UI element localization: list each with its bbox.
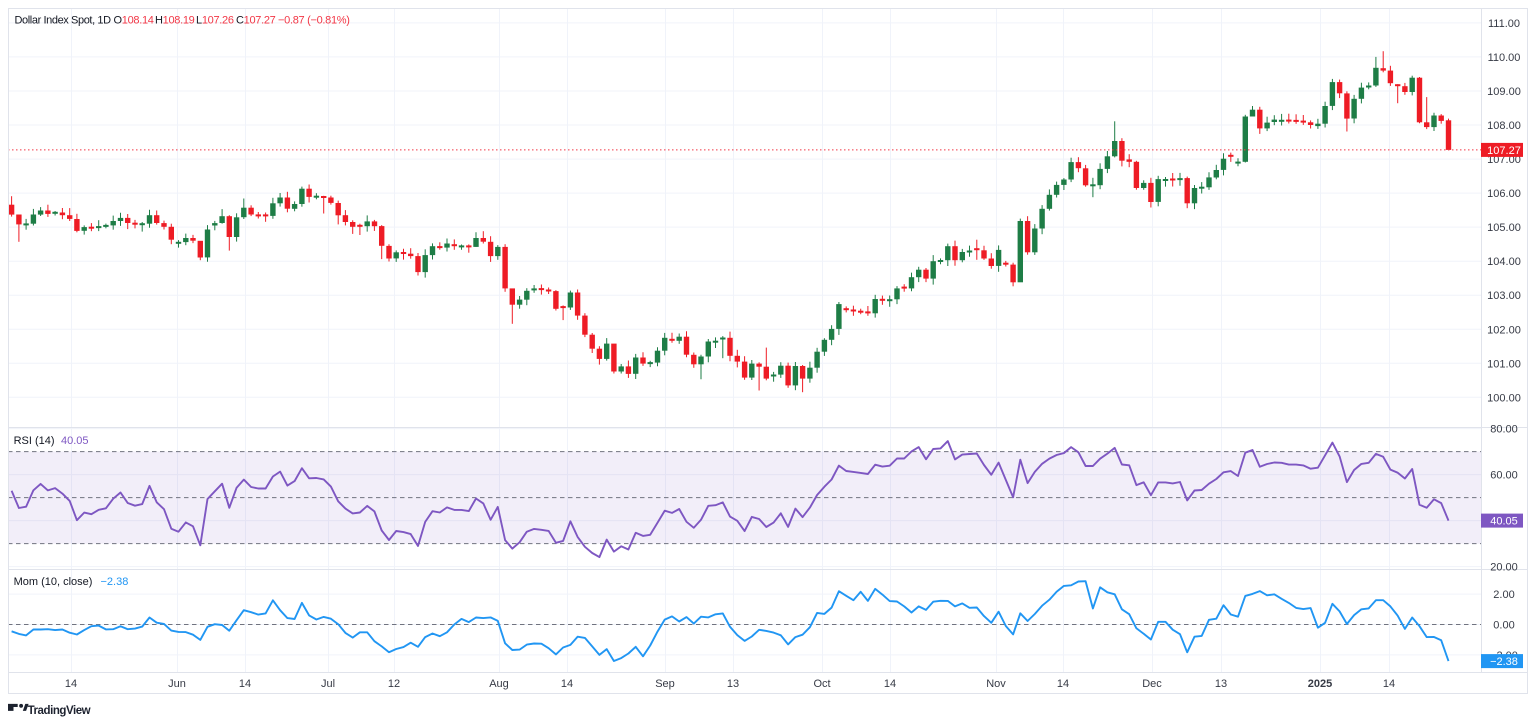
- svg-text:14: 14: [884, 678, 896, 690]
- svg-text:60.00: 60.00: [1490, 470, 1518, 482]
- svg-text:108.00: 108.00: [1487, 120, 1521, 132]
- svg-text:110.00: 110.00: [1488, 52, 1521, 64]
- svg-text:TradingView: TradingView: [28, 705, 91, 717]
- svg-text:106.00: 106.00: [1487, 188, 1521, 200]
- svg-text:Jun: Jun: [168, 678, 186, 690]
- svg-text:13: 13: [1215, 678, 1227, 690]
- svg-text:RSI (14): RSI (14): [14, 435, 55, 447]
- svg-text:100.00: 100.00: [1487, 392, 1521, 404]
- svg-text:13: 13: [727, 678, 739, 690]
- svg-text:105.00: 105.00: [1487, 222, 1521, 234]
- svg-text:111.00: 111.00: [1488, 18, 1520, 30]
- svg-text:−2.38: −2.38: [101, 576, 129, 588]
- svg-text:Aug: Aug: [489, 678, 509, 690]
- svg-text:O108.14: O108.14: [114, 15, 154, 27]
- svg-text:Mom (10, close): Mom (10, close): [14, 576, 93, 588]
- svg-text:40.05: 40.05: [1490, 516, 1518, 528]
- svg-text:107.00: 107.00: [1487, 154, 1521, 166]
- svg-text:Oct: Oct: [813, 678, 830, 690]
- svg-text:Jul: Jul: [321, 678, 335, 690]
- svg-text:101.00: 101.00: [1487, 358, 1521, 370]
- svg-text:14: 14: [1383, 678, 1395, 690]
- svg-text:Nov: Nov: [986, 678, 1006, 690]
- svg-text:Sep: Sep: [655, 678, 675, 690]
- svg-text:14: 14: [65, 678, 77, 690]
- svg-text:0.00: 0.00: [1493, 620, 1514, 632]
- svg-text:−0.87 (−0.81%): −0.87 (−0.81%): [278, 15, 350, 27]
- svg-text:104.00: 104.00: [1487, 256, 1521, 268]
- svg-text:102.00: 102.00: [1487, 324, 1521, 336]
- svg-text:40.05: 40.05: [61, 435, 89, 447]
- svg-text:2025: 2025: [1308, 678, 1332, 690]
- svg-text:2.00: 2.00: [1493, 589, 1514, 601]
- svg-text:H108.19: H108.19: [155, 15, 195, 27]
- svg-text:L107.26: L107.26: [196, 15, 234, 27]
- svg-text:14: 14: [1057, 678, 1069, 690]
- svg-text:20.00: 20.00: [1490, 562, 1518, 574]
- svg-text:−2.38: −2.38: [1490, 656, 1518, 668]
- svg-text:80.00: 80.00: [1490, 424, 1518, 436]
- svg-text:Dollar Index Spot, 1D: Dollar Index Spot, 1D: [15, 15, 112, 27]
- svg-text:107.27: 107.27: [1487, 145, 1521, 157]
- svg-text:14: 14: [561, 678, 573, 690]
- svg-text:14: 14: [239, 678, 251, 690]
- svg-text:103.00: 103.00: [1487, 290, 1521, 302]
- svg-text:C107.27: C107.27: [236, 15, 276, 27]
- svg-text:109.00: 109.00: [1487, 86, 1521, 98]
- svg-text:Dec: Dec: [1142, 678, 1162, 690]
- svg-text:12: 12: [388, 678, 400, 690]
